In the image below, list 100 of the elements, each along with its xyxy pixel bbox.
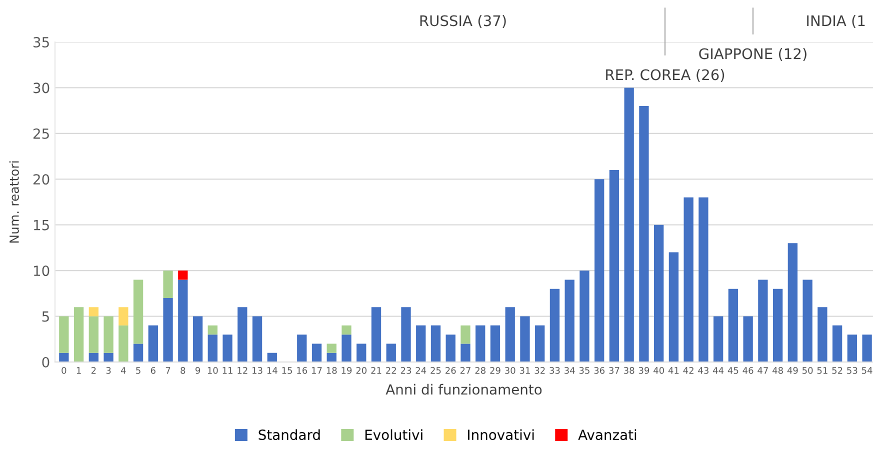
annotation: GIAPPONE (12) bbox=[699, 48, 806, 61]
x-tick-label: 0 bbox=[62, 367, 66, 374]
bar bbox=[104, 352, 114, 362]
bar bbox=[535, 325, 545, 362]
x-tick-label: 39 bbox=[638, 367, 650, 374]
bar bbox=[818, 307, 828, 362]
x-tick-label: 49 bbox=[787, 367, 798, 374]
bar bbox=[88, 352, 99, 362]
x-tick-label: 31 bbox=[520, 367, 530, 374]
x-tick-label: 53 bbox=[847, 367, 858, 374]
bar bbox=[342, 325, 352, 335]
bar bbox=[104, 316, 114, 353]
legend-label: Innovativi bbox=[468, 429, 534, 440]
x-tick-label: 50 bbox=[802, 367, 813, 374]
bar bbox=[133, 344, 144, 362]
x-tick-label: 41 bbox=[668, 367, 679, 374]
bar bbox=[847, 334, 858, 362]
bar bbox=[297, 334, 307, 362]
y-tick-label: 25 bbox=[33, 128, 49, 139]
y-tick-label: 30 bbox=[34, 82, 50, 94]
bar bbox=[371, 307, 382, 362]
bar bbox=[654, 224, 664, 362]
x-tick-label: 19 bbox=[342, 367, 352, 374]
x-tick-label: 11 bbox=[222, 367, 232, 374]
text: INDIA (1 bbox=[807, 14, 865, 28]
bar bbox=[772, 288, 783, 362]
bar bbox=[802, 280, 812, 362]
x-tick-label: 28 bbox=[475, 367, 486, 374]
x-tick-label: 20 bbox=[356, 367, 367, 374]
annotation: REP. COREA (26) bbox=[606, 68, 724, 82]
legend-label: Evolutivi bbox=[365, 429, 422, 440]
x-tick-label: 35 bbox=[579, 367, 590, 374]
x-tick-label: 24 bbox=[416, 367, 426, 374]
bar bbox=[59, 352, 69, 362]
x-tick-label: 29 bbox=[490, 367, 500, 374]
bar bbox=[386, 344, 396, 362]
x-tick-label: 34 bbox=[564, 367, 575, 374]
bar bbox=[550, 288, 560, 362]
bar bbox=[430, 325, 441, 362]
bar bbox=[88, 316, 99, 353]
bar bbox=[713, 316, 724, 362]
x-tick-label: 21 bbox=[371, 367, 382, 374]
legend-label: Standard bbox=[258, 429, 320, 440]
bar bbox=[832, 325, 842, 362]
bar bbox=[490, 325, 500, 362]
x-tick-label: 9 bbox=[195, 367, 200, 374]
bar bbox=[788, 243, 798, 362]
y-axis-title: Num. reattori bbox=[9, 161, 19, 243]
x-tick-label: 42 bbox=[683, 367, 694, 374]
bar bbox=[252, 316, 262, 362]
x-tick-label: 44 bbox=[713, 367, 724, 374]
bar bbox=[564, 280, 574, 362]
x-tick-label: 52 bbox=[832, 367, 842, 374]
bar bbox=[698, 197, 708, 362]
bar bbox=[118, 307, 128, 326]
x-tick-label: 6 bbox=[150, 367, 156, 374]
bar bbox=[505, 307, 515, 362]
bar bbox=[446, 334, 456, 362]
x-tick-label: 4 bbox=[120, 367, 126, 374]
bar bbox=[208, 325, 218, 335]
bar bbox=[238, 307, 248, 362]
bar bbox=[639, 106, 649, 362]
x-tick-label: 16 bbox=[297, 367, 308, 374]
bar bbox=[356, 344, 366, 362]
x-tick-label: 45 bbox=[728, 367, 738, 374]
x-tick-label: 37 bbox=[609, 367, 620, 374]
bar bbox=[178, 270, 188, 280]
x-tick-label: 23 bbox=[400, 367, 412, 374]
bar bbox=[163, 270, 173, 298]
bar bbox=[668, 252, 679, 362]
bar bbox=[624, 88, 634, 362]
bar bbox=[476, 325, 486, 362]
x-tick-label: 40 bbox=[654, 367, 664, 374]
x-tick-label: 36 bbox=[594, 367, 605, 374]
bar bbox=[580, 270, 590, 362]
x-tick-label: 18 bbox=[326, 367, 337, 374]
x-tick-label: 48 bbox=[772, 367, 783, 374]
y-tick-label: 20 bbox=[33, 174, 50, 185]
x-tick-label: 7 bbox=[166, 367, 170, 374]
x-tick-label: 51 bbox=[817, 367, 828, 374]
bar bbox=[133, 280, 144, 344]
legend-label: Avanzati bbox=[578, 429, 636, 440]
x-tick-label: 13 bbox=[252, 367, 262, 374]
x-tick-label: 22 bbox=[386, 367, 396, 374]
bar bbox=[178, 280, 188, 362]
x-tick-label: 8 bbox=[180, 367, 186, 374]
bar bbox=[88, 307, 99, 316]
y-tick-label: 5 bbox=[42, 311, 49, 322]
bar bbox=[460, 325, 470, 344]
x-tick-label: 3 bbox=[106, 367, 111, 374]
x-tick-label: 15 bbox=[282, 367, 292, 374]
y-tick-label: 35 bbox=[34, 36, 49, 48]
bar bbox=[758, 280, 768, 362]
bar bbox=[59, 316, 69, 353]
x-tick-label: 10 bbox=[208, 367, 218, 374]
x-tick-label: 47 bbox=[758, 367, 768, 374]
x-tick-label: 30 bbox=[505, 367, 516, 374]
bar bbox=[862, 334, 872, 362]
bar bbox=[326, 352, 336, 362]
bar bbox=[743, 316, 753, 362]
